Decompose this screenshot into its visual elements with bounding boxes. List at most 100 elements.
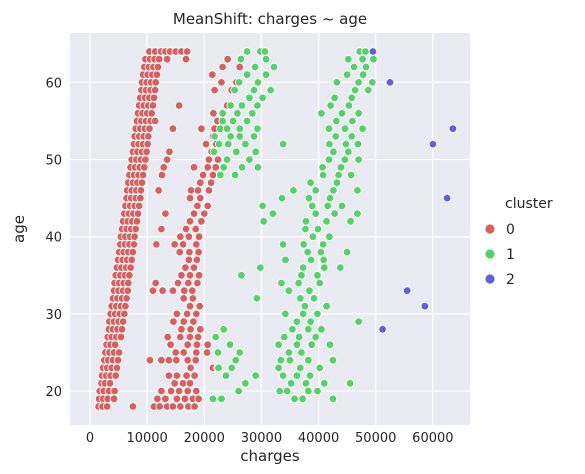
data-point-cluster-0 — [179, 294, 188, 303]
x-tick-label: 20000 — [184, 431, 225, 446]
data-point-cluster-0 — [118, 317, 128, 326]
data-point-cluster-0 — [181, 263, 190, 272]
data-point-cluster-0 — [154, 186, 163, 195]
data-point-cluster-1 — [325, 139, 334, 149]
data-point-cluster-1 — [218, 116, 227, 126]
data-point-cluster-0 — [185, 379, 195, 388]
data-point-cluster-1 — [258, 93, 267, 102]
data-point-cluster-0 — [186, 363, 195, 373]
data-point-cluster-0 — [175, 247, 184, 257]
data-point-cluster-1 — [235, 124, 244, 133]
legend-label-1: 1 — [506, 247, 515, 263]
gridlines — [70, 33, 470, 425]
data-point-cluster-1 — [323, 201, 332, 211]
data-point-cluster-1 — [234, 78, 244, 87]
data-point-cluster-1 — [346, 217, 355, 226]
data-point-cluster-1 — [214, 139, 224, 149]
data-point-cluster-1 — [350, 85, 360, 95]
data-point-cluster-0 — [202, 348, 212, 357]
data-point-cluster-1 — [250, 62, 260, 72]
data-point-cluster-0 — [211, 163, 220, 172]
data-point-cluster-1 — [346, 170, 356, 180]
data-point-cluster-0 — [180, 394, 190, 403]
data-point-cluster-1 — [320, 263, 329, 272]
data-point-cluster-1 — [284, 348, 294, 357]
data-point-cluster-1 — [288, 325, 297, 334]
data-point-cluster-0 — [128, 247, 138, 257]
data-point-cluster-1 — [249, 132, 259, 141]
data-point-cluster-0 — [145, 356, 155, 365]
data-point-cluster-1 — [308, 201, 317, 211]
data-point-cluster-1 — [251, 147, 260, 156]
data-point-cluster-0 — [113, 356, 123, 365]
data-point-cluster-0 — [172, 356, 181, 365]
data-point-cluster-1 — [259, 217, 268, 226]
data-point-cluster-0 — [189, 163, 199, 172]
data-point-cluster-1 — [235, 132, 244, 141]
data-point-cluster-1 — [354, 317, 363, 326]
data-point-cluster-0 — [110, 386, 119, 396]
data-point-cluster-0 — [105, 379, 115, 388]
data-point-cluster-0 — [223, 55, 232, 64]
data-point-cluster-0 — [218, 62, 227, 72]
data-point-cluster-1 — [278, 240, 288, 249]
data-point-cluster-0 — [169, 317, 178, 326]
data-point-cluster-0 — [190, 402, 199, 411]
data-point-cluster-1 — [253, 78, 263, 87]
legend: cluster 0 1 2 — [484, 196, 553, 288]
data-point-cluster-0 — [204, 186, 214, 195]
data-point-cluster-1 — [217, 394, 226, 403]
data-point-cluster-1 — [297, 348, 306, 357]
data-point-cluster-0 — [193, 201, 202, 211]
data-point-cluster-1 — [290, 394, 299, 403]
x-tick-label: 40000 — [298, 431, 339, 446]
data-point-cluster-2 — [428, 139, 438, 149]
data-point-cluster-0 — [203, 163, 212, 172]
data-point-cluster-1 — [298, 263, 308, 272]
data-point-cluster-1 — [248, 109, 257, 118]
data-point-cluster-0 — [179, 317, 188, 326]
data-point-cluster-2 — [420, 302, 430, 311]
data-point-cluster-1 — [309, 294, 319, 303]
data-point-cluster-0 — [208, 170, 218, 180]
data-point-cluster-1 — [336, 263, 345, 272]
data-point-cluster-1 — [340, 155, 350, 164]
data-point-cluster-1 — [313, 224, 323, 234]
data-point-cluster-1 — [282, 386, 292, 396]
data-point-cluster-1 — [296, 294, 305, 303]
legend-entries: 0 1 2 — [484, 222, 515, 288]
data-point-cluster-1 — [354, 155, 363, 164]
data-point-cluster-1 — [304, 325, 313, 334]
data-point-cluster-1 — [278, 139, 288, 149]
data-point-cluster-1 — [320, 379, 329, 388]
data-point-cluster-0 — [185, 302, 195, 311]
data-point-cluster-0 — [177, 271, 186, 280]
data-point-cluster-0 — [125, 271, 134, 280]
data-point-cluster-0 — [168, 286, 178, 295]
data-point-cluster-1 — [301, 379, 311, 388]
data-point-cluster-0 — [129, 240, 139, 249]
data-point-cluster-2 — [402, 286, 412, 295]
data-point-cluster-0 — [172, 371, 182, 380]
data-point-cluster-2 — [385, 78, 395, 87]
data-point-cluster-2 — [378, 325, 387, 334]
data-point-cluster-1 — [253, 124, 262, 133]
data-point-cluster-1 — [228, 116, 238, 126]
data-point-cluster-0 — [117, 325, 127, 334]
data-point-cluster-1 — [361, 62, 371, 72]
data-point-cluster-0 — [110, 340, 120, 349]
data-point-cluster-0 — [144, 132, 153, 141]
data-point-cluster-1 — [331, 132, 340, 141]
data-point-cluster-1 — [292, 340, 302, 349]
data-point-cluster-1 — [329, 186, 338, 195]
data-point-cluster-1 — [328, 394, 338, 403]
data-point-cluster-1 — [353, 209, 362, 218]
data-point-cluster-0 — [190, 371, 199, 380]
data-point-cluster-0 — [152, 70, 162, 79]
data-point-cluster-1 — [249, 85, 259, 95]
data-point-cluster-1 — [261, 70, 271, 79]
data-point-cluster-1 — [300, 302, 310, 311]
data-point-cluster-1 — [342, 70, 352, 79]
x-tick-label: 0 — [86, 431, 94, 446]
data-point-cluster-1 — [353, 186, 362, 195]
